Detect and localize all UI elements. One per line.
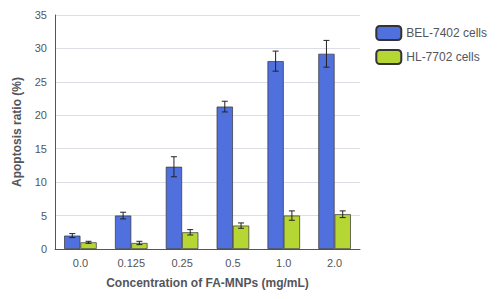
- svg-text:0.25: 0.25: [171, 257, 192, 269]
- svg-text:35: 35: [35, 9, 47, 21]
- svg-text:10: 10: [35, 176, 47, 188]
- svg-text:HL-7702 cells: HL-7702 cells: [406, 50, 479, 64]
- svg-text:5: 5: [41, 210, 47, 222]
- svg-text:1.0: 1.0: [276, 257, 291, 269]
- svg-text:20: 20: [35, 109, 47, 121]
- svg-text:0.125: 0.125: [117, 257, 145, 269]
- svg-text:0.0: 0.0: [73, 257, 88, 269]
- svg-text:30: 30: [35, 42, 47, 54]
- svg-text:25: 25: [35, 76, 47, 88]
- svg-text:2.0: 2.0: [327, 257, 342, 269]
- svg-text:0.5: 0.5: [225, 257, 240, 269]
- svg-text:Concentration of FA-MNPs (mg/m: Concentration of FA-MNPs (mg/mL): [106, 276, 309, 290]
- svg-text:0: 0: [41, 243, 47, 255]
- svg-text:15: 15: [35, 143, 47, 155]
- svg-text:Apoptosis ratio (%): Apoptosis ratio (%): [10, 77, 24, 187]
- svg-text:BEL-7402 cells: BEL-7402 cells: [406, 26, 487, 40]
